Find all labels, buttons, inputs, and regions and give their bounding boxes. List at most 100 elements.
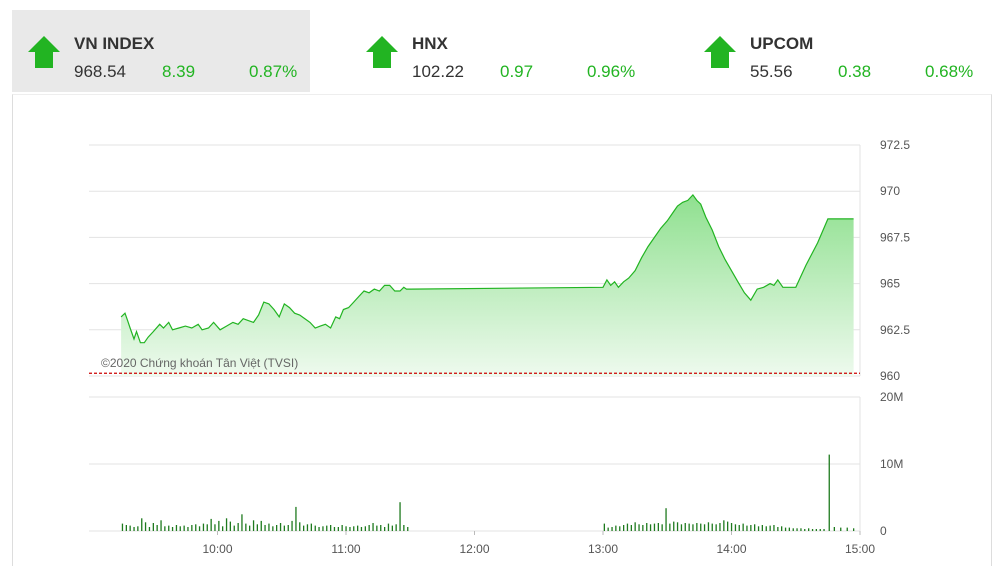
- volume-bar: [403, 525, 405, 531]
- volume-bar: [792, 528, 794, 531]
- index-change: 0.38: [838, 62, 872, 81]
- volume-bar: [646, 523, 648, 531]
- volume-bar: [653, 523, 656, 531]
- volume-bar: [322, 526, 324, 531]
- volume-bar: [730, 523, 733, 531]
- volume-bar: [711, 523, 713, 531]
- price-line: [120, 193, 854, 344]
- volume-bar: [252, 520, 255, 531]
- volume-bar: [715, 524, 717, 531]
- volume-bar: [815, 529, 817, 531]
- volume-bar: [353, 526, 355, 531]
- volume-bar: [630, 525, 632, 531]
- volume-bar: [368, 525, 370, 531]
- volume-bar: [179, 526, 181, 531]
- volume-bar: [407, 527, 409, 531]
- volume-bar: [634, 522, 636, 531]
- volume-bar: [638, 524, 640, 531]
- volume-bar: [310, 523, 312, 531]
- volume-bar: [233, 525, 235, 531]
- volume-bar: [777, 527, 779, 531]
- volume-bar: [723, 520, 725, 531]
- volume-bar: [696, 523, 698, 531]
- volume-bar: [615, 525, 617, 531]
- volume-bar: [395, 524, 397, 531]
- volume-bar: [380, 525, 382, 531]
- time-tick-label: 15:00: [845, 542, 875, 556]
- time-tick-label: 12:00: [459, 542, 489, 556]
- volume-bar: [387, 523, 390, 531]
- volume-bar: [229, 521, 231, 531]
- volume-bar: [264, 525, 266, 531]
- volume-bar: [800, 528, 802, 531]
- volume-bar: [642, 525, 644, 531]
- volume-bar: [391, 525, 393, 531]
- volume-bar: [245, 523, 247, 531]
- volume-bar: [187, 527, 189, 531]
- volume-bar: [283, 525, 285, 531]
- volume-axis-labels: 20M 10M 0: [880, 390, 903, 538]
- volume-bar: [214, 524, 216, 531]
- volume-bar: [249, 525, 251, 531]
- index-change: 8.39: [162, 62, 196, 81]
- volume-tick-label: 0: [880, 524, 887, 538]
- volume-bar: [152, 523, 154, 531]
- volume-bar: [707, 522, 710, 531]
- tab-upcom[interactable]: UPCOM 55.56 0.38 0.68%: [688, 10, 986, 92]
- volume-bar: [144, 522, 147, 531]
- volume-bar: [754, 524, 756, 531]
- price-area: [121, 194, 854, 376]
- volume-bar: [823, 529, 825, 531]
- volume-bar: [676, 522, 679, 531]
- volume-bar: [828, 454, 830, 531]
- index-value: 55.56: [750, 62, 793, 81]
- price-tick-label: 960: [880, 369, 900, 383]
- volume-bar: [195, 524, 197, 531]
- volume-bar: [833, 527, 835, 531]
- volume-bar: [303, 525, 305, 531]
- volume-bar: [788, 527, 790, 531]
- volume-bar: [357, 525, 359, 531]
- volume-bar: [364, 526, 366, 531]
- volume-bar: [734, 524, 737, 531]
- tab-vn-index[interactable]: VN INDEX 968.54 8.39 0.87%: [12, 10, 310, 92]
- volume-bar: [673, 521, 675, 531]
- volume-tick-label: 10M: [880, 457, 903, 471]
- volume-bar: [804, 529, 806, 531]
- arrow-up-icon: [28, 36, 60, 68]
- volume-bar: [603, 523, 605, 531]
- index-name: HNX: [412, 34, 448, 53]
- volume-bar: [808, 528, 810, 531]
- tab-hnx[interactable]: HNX 102.22 0.97 0.96%: [350, 10, 648, 92]
- volume-tick-label: 20M: [880, 390, 903, 404]
- index-percent: 0.87%: [249, 62, 298, 81]
- index-change: 0.97: [500, 62, 534, 81]
- volume-bar: [279, 523, 282, 531]
- volume-bar: [811, 529, 814, 531]
- volume-bar: [611, 527, 613, 531]
- volume-bar: [765, 526, 767, 531]
- volume-bar: [372, 523, 374, 531]
- index-tabs: VN INDEX 968.54 8.39 0.87% HNX 102.22 0.…: [0, 0, 1004, 96]
- volume-bar: [168, 525, 170, 531]
- volume-bar: [306, 524, 309, 531]
- volume-bar: [191, 525, 193, 531]
- price-tick-label: 967.5: [880, 230, 910, 244]
- volume-bar: [241, 514, 243, 532]
- volume-bar: [626, 523, 629, 531]
- volume-bar: [846, 527, 848, 531]
- volume-bar: [276, 525, 278, 531]
- volume-bar: [237, 523, 239, 531]
- arrow-up-icon: [704, 36, 736, 68]
- time-axis-labels: 10:00 11:00 12:00 13:00 14:00 15:00: [202, 531, 875, 556]
- volume-bar: [746, 525, 748, 531]
- volume-bar: [623, 525, 625, 531]
- volume-bar: [225, 518, 228, 531]
- volume-bar: [750, 525, 752, 531]
- volume-bar: [183, 525, 185, 531]
- volume-bar: [295, 506, 297, 531]
- volume-bar: [198, 526, 201, 531]
- index-name: UPCOM: [750, 34, 814, 53]
- volume-bar: [345, 526, 347, 531]
- volume-bars: [121, 454, 855, 532]
